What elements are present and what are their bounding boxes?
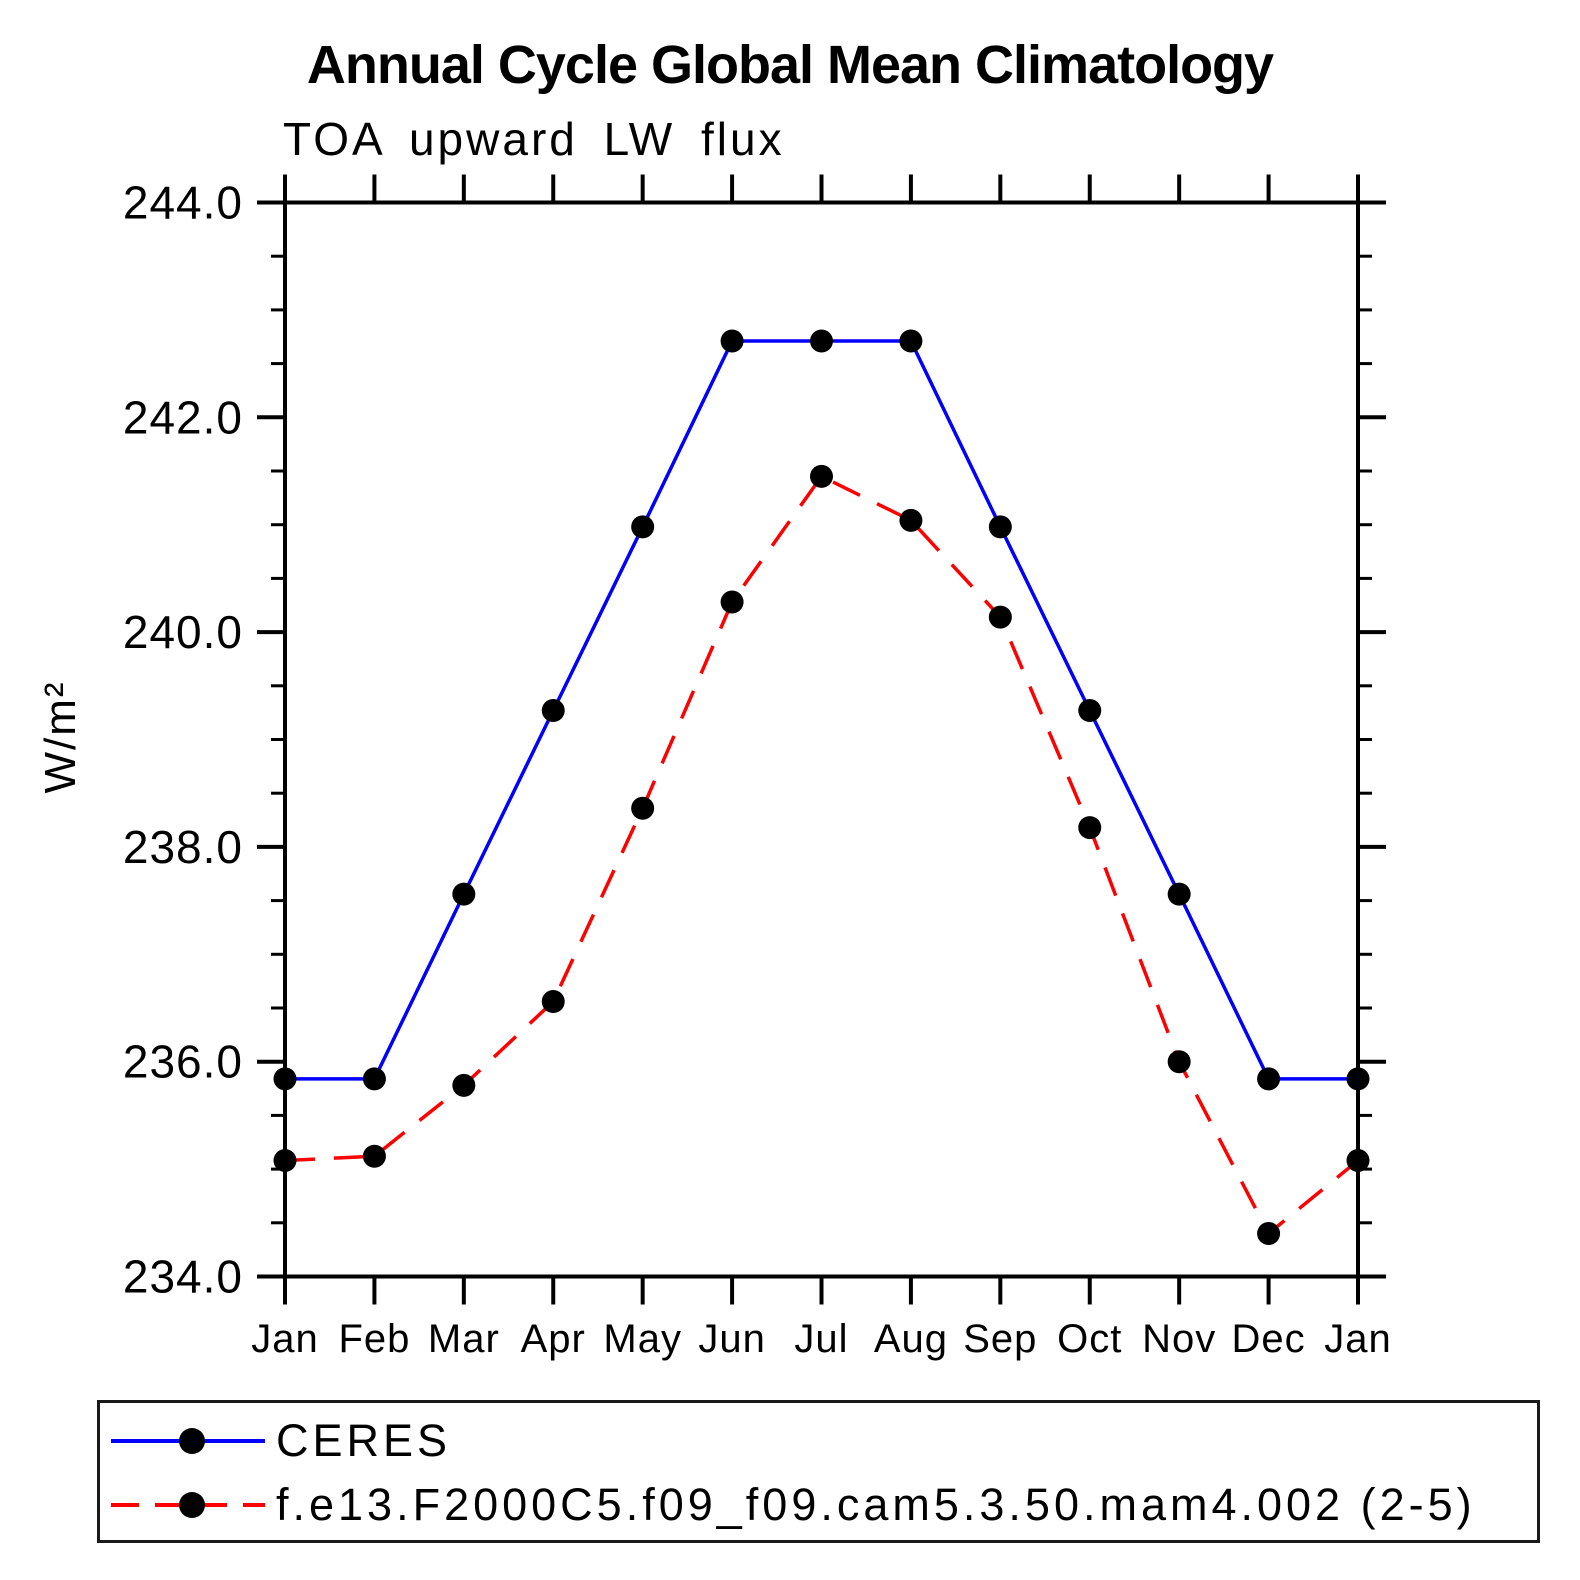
- ceres-data-point-oct: [1078, 699, 1102, 723]
- model-data-point-sep: [988, 605, 1012, 629]
- model-data-point-feb: [362, 1144, 386, 1168]
- x-tick-label: Jan: [251, 1317, 319, 1361]
- ceres-data-point-jan: [1346, 1067, 1370, 1091]
- ceres-data-point-apr: [541, 699, 565, 723]
- y-tick-label: 238.0: [123, 821, 243, 873]
- ceres-line: [285, 339, 1358, 1081]
- model-data-point-apr: [541, 990, 565, 1014]
- model-data-point-mar: [452, 1073, 476, 1097]
- x-tick-label: Apr: [521, 1317, 586, 1361]
- y-tick-label: 236.0: [123, 1036, 243, 1088]
- ceres-data-point-dec: [1257, 1067, 1281, 1091]
- legend-sample-model: [111, 1492, 265, 1518]
- model-data-point-nov: [1167, 1050, 1191, 1074]
- plot-frame: [283, 200, 1360, 1279]
- model-data-point-oct: [1078, 816, 1102, 840]
- model-data-point-jan: [1346, 1149, 1370, 1173]
- x-tick-label: Jul: [794, 1317, 848, 1361]
- legend-ceres-marker: [179, 1428, 205, 1454]
- ceres-data-point-aug: [899, 329, 923, 353]
- x-tick-label: Jun: [698, 1317, 766, 1361]
- x-tick-label: Oct: [1057, 1317, 1122, 1361]
- y-tick-label: 234.0: [123, 1251, 243, 1303]
- legend-row-ceres: CERES: [108, 1411, 451, 1471]
- legend-model-marker: [179, 1492, 205, 1518]
- ceres-data-point-feb: [362, 1067, 386, 1091]
- model-data-point-jul: [810, 464, 833, 488]
- ceres-data-point-mar: [452, 882, 476, 906]
- legend-label-model: f.e13.F2000C5.f09_f09.cam5.3.50.mam4.002…: [276, 1479, 1476, 1530]
- model-data-point-jun: [720, 590, 744, 614]
- ceres-data-point-jul: [810, 329, 833, 353]
- x-tick-label: Sep: [963, 1317, 1037, 1361]
- model-data-point-may: [631, 796, 655, 820]
- model-data-point-dec: [1257, 1222, 1281, 1246]
- x-tick-label: Jan: [1324, 1317, 1392, 1361]
- chart-title: Annual Cycle Global Mean Climatology: [306, 35, 1274, 95]
- model-data-point-jan: [273, 1149, 297, 1173]
- x-tick-label: Nov: [1142, 1317, 1216, 1361]
- model-data-point-aug: [899, 508, 923, 532]
- legend-sample-ceres: [111, 1428, 265, 1454]
- legend-label-ceres: CERES: [276, 1415, 452, 1466]
- ceres-data-point-sep: [988, 515, 1012, 539]
- ceres-data-point-nov: [1167, 882, 1191, 906]
- y-tick-label: 240.0: [123, 606, 243, 658]
- x-tick-label: Dec: [1232, 1317, 1306, 1361]
- y-tick-label: 244.0: [123, 177, 243, 229]
- legend-row-model: f.e13.F2000C5.f09_f09.cam5.3.50.mam4.002…: [108, 1475, 1476, 1535]
- x-tick-label: Aug: [874, 1317, 948, 1361]
- model-line: [284, 474, 1360, 1237]
- x-tick-label: Mar: [428, 1317, 500, 1361]
- ceres-data-point-jun: [720, 329, 744, 353]
- x-tick-label: May: [603, 1317, 682, 1361]
- legend-box: CERES f.e13.F2000C5.f09_f09.cam5.3.50.ma…: [97, 1400, 1540, 1543]
- ceres-data-point-may: [631, 515, 655, 539]
- chart-subtitle: TOA upward LW flux: [283, 113, 785, 165]
- y-tick-label: 242.0: [123, 391, 243, 443]
- x-tick-label: Feb: [338, 1317, 410, 1361]
- ceres-data-point-jan: [273, 1067, 297, 1091]
